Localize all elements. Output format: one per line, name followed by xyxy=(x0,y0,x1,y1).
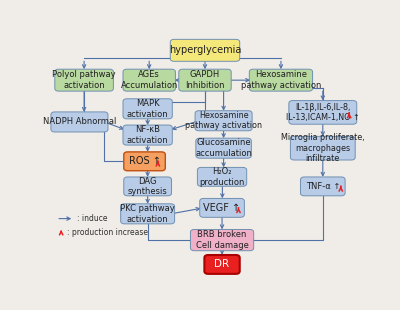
Text: AGEs
Accumulation: AGEs Accumulation xyxy=(120,70,178,90)
FancyBboxPatch shape xyxy=(190,229,254,251)
FancyBboxPatch shape xyxy=(195,111,252,131)
Text: H₂O₂
production: H₂O₂ production xyxy=(199,167,245,187)
Text: ROS ↑: ROS ↑ xyxy=(129,156,160,166)
Text: GAPDH
Inhibition: GAPDH Inhibition xyxy=(185,70,225,90)
Text: MAPK
activation: MAPK activation xyxy=(127,99,168,118)
Text: DR: DR xyxy=(214,259,230,269)
Text: : production increase: : production increase xyxy=(67,228,148,237)
Text: Hexosamine
pathway activation: Hexosamine pathway activation xyxy=(241,70,321,90)
FancyBboxPatch shape xyxy=(204,255,240,274)
FancyBboxPatch shape xyxy=(198,167,247,186)
FancyBboxPatch shape xyxy=(170,39,240,61)
FancyBboxPatch shape xyxy=(289,100,357,124)
Text: Glucosamine
accumulation: Glucosamine accumulation xyxy=(195,139,252,158)
FancyBboxPatch shape xyxy=(123,69,175,91)
FancyBboxPatch shape xyxy=(249,69,312,91)
FancyBboxPatch shape xyxy=(123,99,172,119)
FancyBboxPatch shape xyxy=(179,69,231,91)
Text: hyperglycemia: hyperglycemia xyxy=(169,45,241,55)
FancyBboxPatch shape xyxy=(300,177,345,196)
FancyBboxPatch shape xyxy=(196,138,251,158)
FancyBboxPatch shape xyxy=(124,177,172,196)
Text: TNF-α ↑: TNF-α ↑ xyxy=(306,182,340,191)
FancyBboxPatch shape xyxy=(123,125,172,145)
FancyBboxPatch shape xyxy=(124,152,165,171)
Text: BRB broken
Cell damage: BRB broken Cell damage xyxy=(196,230,248,250)
FancyBboxPatch shape xyxy=(290,136,355,160)
FancyBboxPatch shape xyxy=(200,198,244,217)
Text: PKC pathway
activation: PKC pathway activation xyxy=(120,204,175,224)
FancyBboxPatch shape xyxy=(55,69,113,91)
FancyBboxPatch shape xyxy=(121,204,175,224)
FancyBboxPatch shape xyxy=(51,112,108,132)
Text: : induce: : induce xyxy=(77,214,108,223)
Text: NADPH Abnormal: NADPH Abnormal xyxy=(43,117,116,126)
Text: IL-1β,IL-6,IL-8,
IL-13,ICAM-1,NO ↑: IL-1β,IL-6,IL-8, IL-13,ICAM-1,NO ↑ xyxy=(286,103,360,122)
Text: Polyol pathway
activation: Polyol pathway activation xyxy=(52,70,116,90)
Text: Hexosamine
pathway activation: Hexosamine pathway activation xyxy=(185,111,262,131)
Text: DAG
synthesis: DAG synthesis xyxy=(128,177,168,196)
Text: VEGF ↑: VEGF ↑ xyxy=(204,203,241,213)
Text: Microglia proliferate,
macrophages
infiltrate: Microglia proliferate, macrophages infil… xyxy=(281,133,365,163)
Text: NF-κB
activation: NF-κB activation xyxy=(127,125,168,145)
